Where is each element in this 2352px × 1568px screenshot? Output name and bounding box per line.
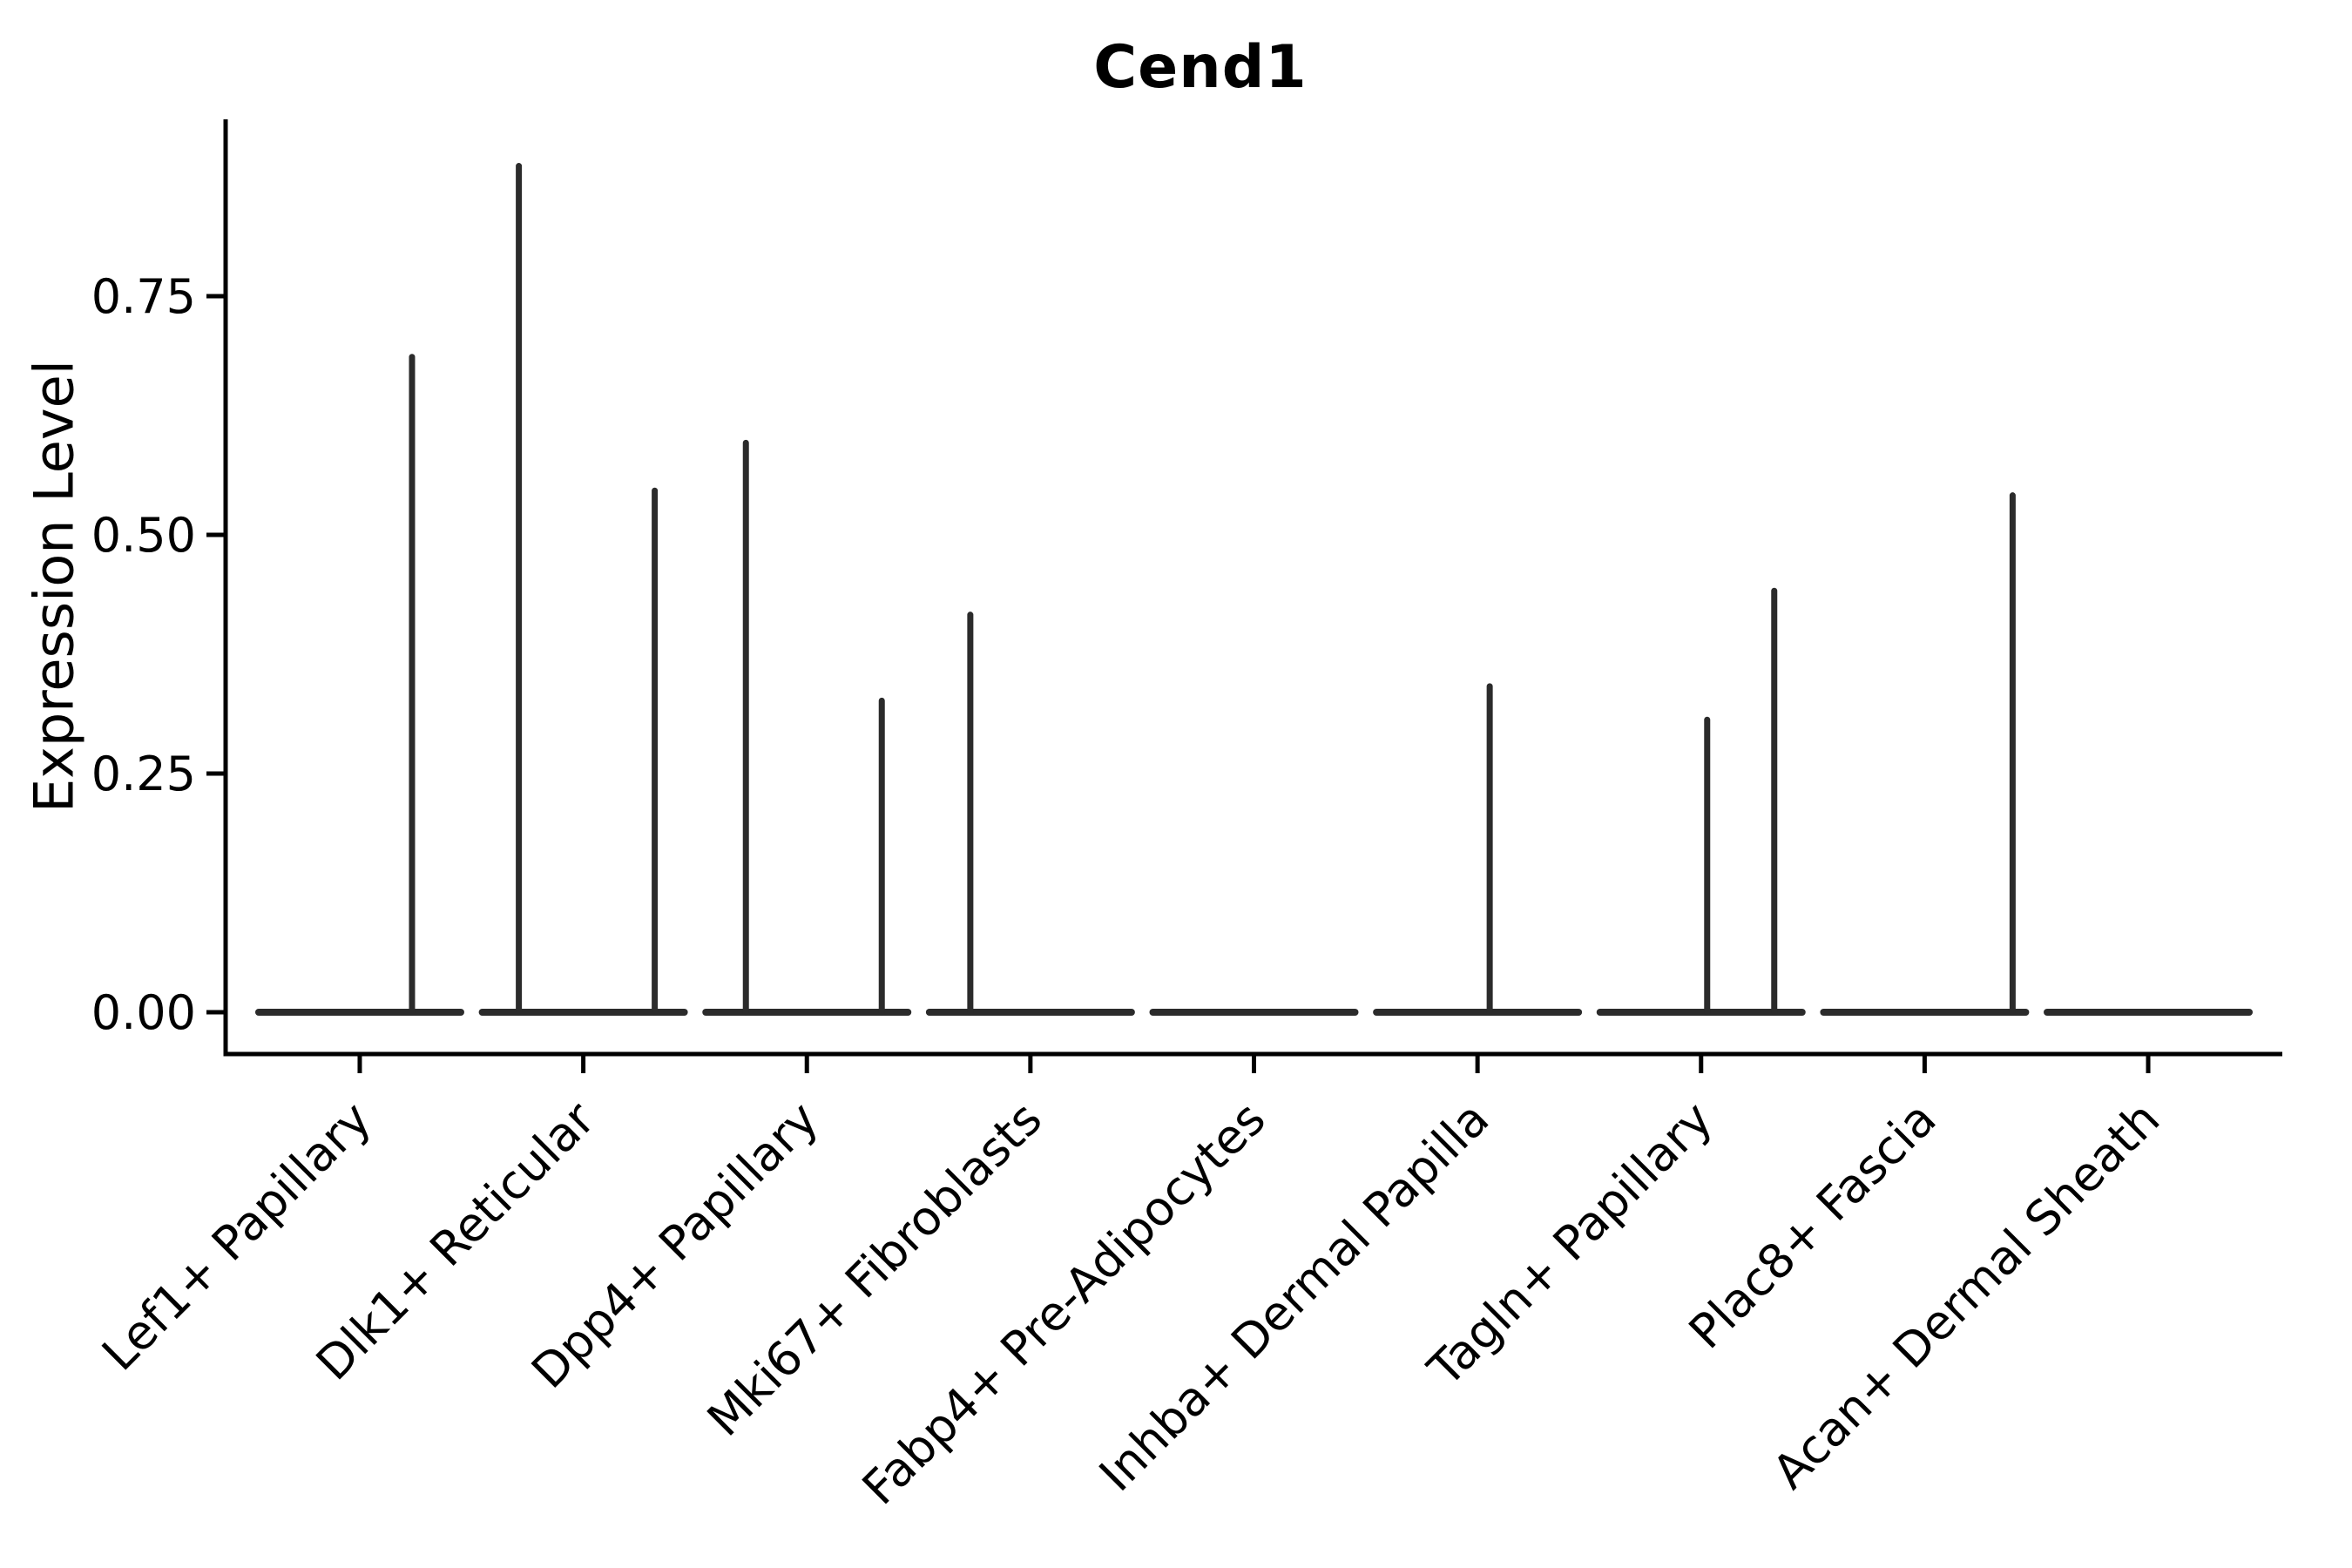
y-tick-label: 0.25 [91,747,196,801]
chart-title: Cend1 [1093,33,1308,102]
x-tick-label: Fabp4+ Pre-Adipocytes [852,1092,1276,1516]
y-tick-label: 0.75 [91,269,196,324]
y-tick-label: 0.00 [91,985,196,1040]
y-tick-label: 0.50 [91,508,196,563]
x-tick-label: Acan+ Dermal Sheath [1762,1092,2170,1499]
x-tick-label: Inhba+ Dermal Papilla [1089,1092,1499,1502]
